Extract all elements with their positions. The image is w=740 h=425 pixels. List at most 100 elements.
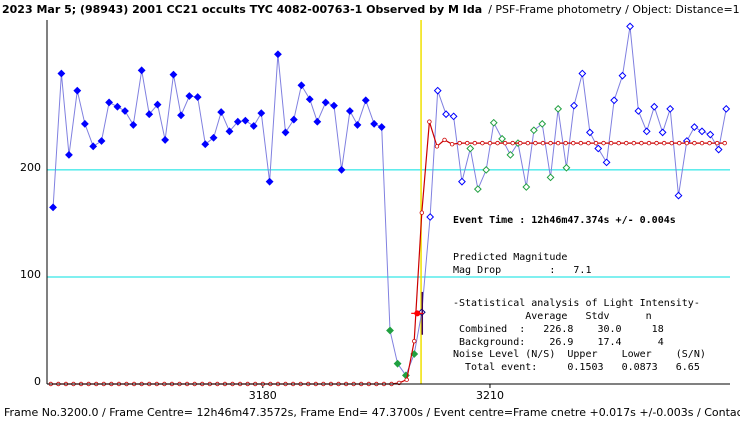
data-point [698, 127, 706, 136]
model-point [457, 140, 462, 146]
data-point [562, 163, 571, 172]
data-point [370, 119, 379, 128]
x-tick-label: 3210 [476, 389, 504, 402]
annotation: Mag Drop : 7.1 [453, 265, 591, 276]
data-point [89, 142, 98, 151]
data-point [330, 101, 338, 110]
model-point [533, 140, 538, 146]
y-tick-label: 0 [34, 375, 41, 388]
data-point [602, 158, 611, 167]
model-point [465, 140, 470, 146]
model-point [699, 140, 705, 146]
data-point [674, 191, 683, 200]
data-point [249, 122, 258, 130]
model-point [684, 140, 690, 146]
data-point [706, 130, 715, 139]
data-point [313, 117, 322, 126]
model-point [677, 140, 682, 146]
model-point [601, 140, 606, 146]
data-point [466, 144, 475, 153]
data-point [265, 177, 274, 186]
data-point [594, 144, 603, 153]
model-point [707, 140, 712, 146]
model-point [661, 140, 667, 146]
data-point [361, 96, 370, 105]
data-point [473, 185, 482, 194]
model-point [525, 140, 531, 146]
annotation: -Statistical analysis of Light Intensity… [453, 298, 700, 309]
data-point [321, 98, 330, 107]
data-point [345, 107, 354, 115]
data-point [145, 110, 154, 119]
annotation: Event Time : 12h46m47.374s +/- 0.004s [453, 214, 676, 226]
annotation: Noise Level (N/S) Upper Lower (S/N) [453, 349, 706, 360]
model-point [434, 144, 440, 149]
model-point [412, 338, 417, 344]
data-point [529, 126, 538, 135]
data-point [538, 119, 547, 128]
data-point [209, 133, 218, 142]
data-point [353, 121, 362, 129]
data-point [49, 203, 57, 212]
data-point [634, 107, 643, 115]
data-point [642, 127, 651, 136]
model-point [669, 140, 674, 146]
data-point [650, 102, 659, 111]
data-point [458, 177, 466, 186]
data-point [522, 183, 531, 191]
model-point [639, 140, 644, 146]
model-point [608, 140, 614, 146]
data-point [489, 118, 498, 127]
data-point [658, 128, 667, 137]
data-point [177, 111, 185, 120]
data-point [722, 104, 731, 113]
data-point [377, 123, 386, 131]
data-point [105, 98, 113, 107]
model-point [518, 140, 523, 146]
data-point [498, 134, 506, 143]
data-point [618, 71, 627, 80]
annotation: Total event: 0.1503 0.0873 6.65 [453, 362, 700, 373]
model-point [586, 140, 591, 146]
model-point [616, 140, 621, 146]
data-point [281, 128, 290, 137]
data-point [274, 50, 282, 59]
data-point [626, 22, 634, 31]
chart-subtitle: / PSF-Frame photometry / Object: Distanc… [488, 3, 740, 16]
data-point [121, 107, 129, 115]
data-point [482, 165, 491, 174]
model-point [472, 140, 478, 146]
data-point [570, 101, 578, 110]
model-point [555, 140, 561, 146]
annotation: Background: 26.9 17.4 4 [453, 337, 664, 348]
data-point [546, 173, 555, 182]
data-point [217, 108, 226, 116]
chart-title: 2023 Mar 5; (98943) 2001 CC21 occults TY… [2, 3, 482, 16]
data-point [137, 66, 146, 75]
data-point [289, 115, 298, 124]
data-point [169, 70, 178, 79]
data-point [97, 137, 106, 145]
model-point [548, 140, 553, 146]
event-point [414, 310, 421, 317]
data-point [233, 117, 242, 126]
data-point [578, 69, 587, 78]
data-point [201, 140, 210, 149]
model-point [624, 140, 629, 146]
model-point [495, 140, 500, 146]
data-point [386, 326, 394, 335]
model-point [563, 140, 568, 146]
data-point [225, 127, 234, 136]
model-point [427, 119, 432, 124]
data-point [57, 69, 66, 78]
data-point [610, 96, 619, 105]
model-point [571, 140, 576, 146]
y-tick-label: 100 [20, 268, 41, 281]
model-point [654, 140, 659, 146]
data-point [506, 150, 515, 159]
data-point [690, 123, 699, 131]
data-point [73, 86, 82, 95]
model-point [404, 377, 409, 382]
